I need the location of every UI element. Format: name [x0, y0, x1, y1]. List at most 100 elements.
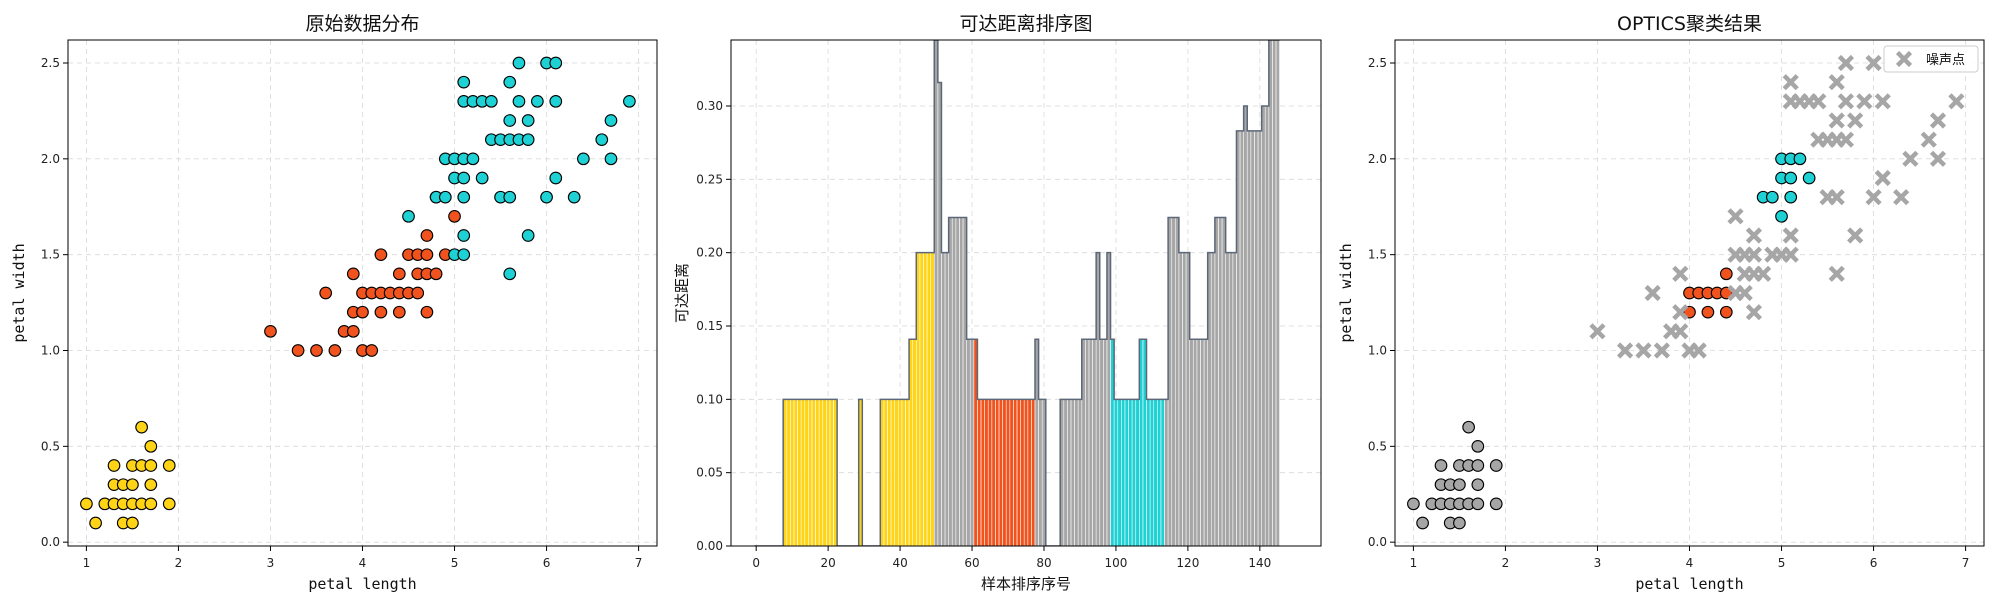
data-point [1701, 305, 1715, 319]
data-point [420, 305, 434, 319]
y-tick-label: 0.05 [696, 466, 723, 480]
x-tick-label: 0 [752, 556, 760, 570]
data-point [1719, 305, 1733, 319]
reachability-bar [1261, 105, 1266, 546]
noise-point [1782, 246, 1799, 263]
noise-point [1893, 189, 1910, 206]
noise-point [1865, 189, 1882, 206]
data-point [503, 75, 517, 89]
data-point [1462, 420, 1475, 434]
x-axis-label: 样本排序序号 [981, 575, 1071, 593]
reachability-bar [826, 399, 830, 546]
data-point [1765, 190, 1779, 204]
noise-point [1672, 323, 1689, 340]
reachability-bar [1243, 105, 1248, 546]
reachability-bar [1132, 399, 1136, 546]
y-tick-label: 1.0 [1368, 344, 1387, 358]
reachability-bar [898, 399, 902, 546]
data-point [346, 324, 360, 338]
reachability-bar [1214, 217, 1219, 546]
reachability-bar [1146, 399, 1151, 546]
data-point [540, 190, 553, 204]
reachability-bar [790, 399, 794, 546]
chart-title: 原始数据分布 [305, 13, 419, 35]
reachability-bar [1070, 399, 1075, 546]
noise-point [1874, 169, 1891, 187]
y-axis-label: petal width [10, 243, 28, 342]
axis-ticks: 1 2 3 4 5 6 7 0.0 0.5 1.0 1.5 2.0 2.5 [41, 56, 643, 570]
reachability-bar [1193, 339, 1197, 546]
noise-point [1828, 265, 1845, 282]
noise-point [1745, 304, 1763, 321]
reachability-bar [1092, 339, 1097, 546]
data-point [411, 286, 425, 300]
x-axis-label: petal length [1635, 575, 1743, 593]
chart-original-data: 1 2 3 4 5 6 7 0.0 0.5 1.0 1.5 2.0 2.5 原始数据分布 petal l… [10, 13, 658, 593]
data-point [577, 152, 590, 166]
x-tick-label: 40 [892, 556, 907, 570]
reachability-bar [948, 217, 953, 546]
data-point [503, 190, 517, 204]
data-point [319, 286, 333, 300]
reachability-bar [1135, 399, 1140, 546]
data-point [374, 305, 388, 319]
data-point [346, 267, 360, 281]
data-point [549, 94, 563, 108]
reachability-bar [981, 399, 985, 546]
noise-point [1727, 208, 1744, 225]
reachability-bar [1250, 130, 1255, 546]
reachability-bar [1009, 399, 1014, 546]
data-point [1407, 497, 1420, 511]
data-point [531, 94, 544, 108]
data-point [1784, 171, 1798, 185]
reachability-bar [1175, 217, 1179, 546]
data-point [457, 190, 471, 204]
data-point [512, 56, 526, 70]
data-point [521, 229, 535, 242]
reachability-bar [883, 399, 888, 546]
reachability-bar [804, 399, 809, 546]
data-point [1793, 152, 1807, 166]
reachability-bar [1006, 399, 1010, 546]
noise-point [1736, 284, 1753, 302]
reachability-bar [1020, 399, 1025, 546]
noise-point [1635, 342, 1652, 359]
y-tick-label: 2.0 [1368, 152, 1387, 166]
y-axis-label: petal width [1337, 243, 1355, 342]
plot-frame [1394, 39, 1985, 547]
data-point [475, 171, 489, 185]
y-tick-label: 0.5 [41, 439, 60, 453]
reachability-bar [1225, 252, 1230, 546]
x-tick-label: 7 [635, 556, 643, 570]
reachability-bar [1268, 40, 1273, 546]
reachability-bar [1024, 399, 1028, 546]
x-tick-label: 80 [1036, 556, 1051, 570]
y-tick-label: 1.5 [41, 248, 60, 262]
data-point [144, 478, 158, 492]
reachability-bar [797, 399, 802, 546]
data-point [89, 516, 102, 530]
data-point [503, 114, 517, 127]
data-point [1453, 478, 1466, 492]
reachability-bar [891, 399, 895, 546]
x-tick-label: 6 [1870, 556, 1878, 570]
y-tick-label: 0.00 [696, 539, 723, 553]
reachability-bar [1153, 399, 1158, 546]
chart-title: OPTICS聚类结果 [1617, 13, 1762, 35]
reachability-bar [1200, 339, 1205, 546]
data-point [374, 248, 388, 262]
reachability-bar [1017, 399, 1021, 546]
noise-point [1856, 93, 1873, 110]
x-tick-label: 1 [83, 556, 91, 570]
data-point [1471, 497, 1485, 511]
reachability-bar [1002, 399, 1007, 546]
data-point [1802, 171, 1816, 185]
y-tick-label: 0.30 [696, 99, 723, 113]
data-point [1683, 305, 1696, 319]
data-point [402, 209, 415, 223]
data-point [438, 190, 452, 204]
reachability-bar [1067, 399, 1071, 546]
x-tick-label: 1 [1410, 556, 1418, 570]
data-point [466, 152, 480, 166]
